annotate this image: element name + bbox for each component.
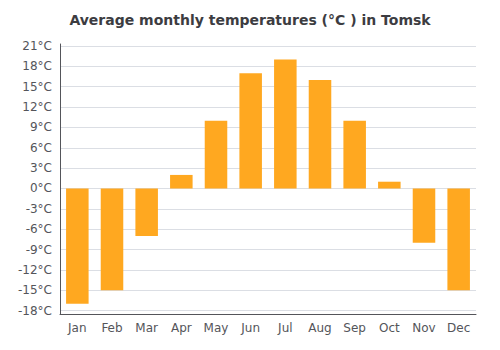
svg-text:Nov: Nov [412, 321, 435, 335]
svg-text:18°C: 18°C [22, 59, 52, 73]
svg-text:Mar: Mar [135, 321, 158, 335]
svg-text:-6°C: -6°C [26, 222, 52, 236]
svg-text:6°C: 6°C [30, 141, 52, 155]
svg-text:-9°C: -9°C [26, 243, 52, 257]
svg-text:Jun: Jun [240, 321, 260, 335]
svg-text:12°C: 12°C [22, 100, 52, 114]
svg-text:-12°C: -12°C [18, 263, 52, 277]
svg-text:0°C: 0°C [30, 181, 52, 195]
svg-text:Jan: Jan [67, 321, 87, 335]
svg-text:Aug: Aug [308, 321, 331, 335]
svg-text:Sep: Sep [343, 321, 366, 335]
svg-text:21°C: 21°C [22, 39, 52, 53]
svg-text:Jul: Jul [277, 321, 292, 335]
svg-text:-18°C: -18°C [18, 304, 52, 318]
svg-text:-3°C: -3°C [26, 202, 52, 216]
svg-text:Feb: Feb [101, 321, 122, 335]
svg-text:Apr: Apr [171, 321, 192, 335]
svg-text:Average monthly temperatures (: Average monthly temperatures (°C ) in To… [69, 12, 431, 28]
svg-text:-15°C: -15°C [18, 283, 52, 297]
svg-text:May: May [204, 321, 229, 335]
svg-text:9°C: 9°C [30, 120, 52, 134]
svg-text:15°C: 15°C [22, 80, 52, 94]
svg-text:Oct: Oct [379, 321, 400, 335]
svg-text:Dec: Dec [447, 321, 470, 335]
svg-text:3°C: 3°C [30, 161, 52, 175]
